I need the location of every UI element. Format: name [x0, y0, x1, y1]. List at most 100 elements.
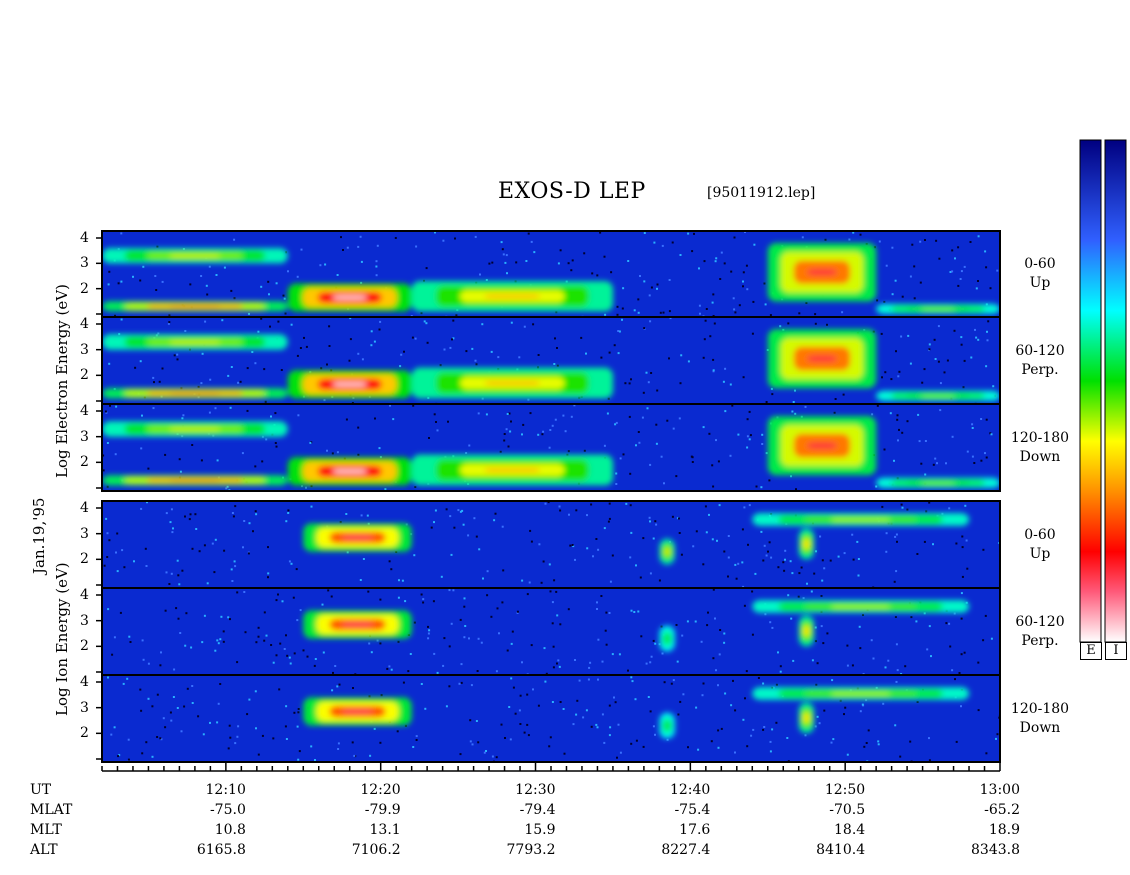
noise-dot [161, 367, 164, 370]
noise-dot [106, 485, 109, 488]
noise-dot [679, 254, 682, 256]
noise-dot [960, 270, 963, 273]
noise-dot [977, 661, 980, 664]
noise-dot [120, 280, 123, 283]
noise-dot [639, 576, 642, 579]
noise-dot [191, 702, 194, 704]
y-tick-label: 3 [80, 428, 89, 445]
noise-dot [885, 264, 888, 267]
noise-dot [420, 312, 423, 315]
axis-row-label: ALT [30, 842, 58, 858]
noise-dot [490, 615, 493, 618]
noise-dot [619, 751, 622, 754]
noise-dot [543, 647, 546, 650]
noise-dot [288, 656, 291, 659]
noise-dot [630, 531, 633, 534]
noise-dot [982, 548, 985, 551]
noise-dot [597, 548, 600, 551]
noise-dot [939, 382, 942, 385]
noise-dot [296, 619, 299, 622]
noise-dot [555, 311, 558, 314]
noise-dot [208, 265, 211, 268]
noise-dot [654, 520, 657, 523]
spectrogram-feature [168, 305, 221, 308]
noise-dot [526, 593, 529, 596]
noise-dot [822, 642, 825, 645]
noise-dot [647, 381, 650, 384]
noise-dot [469, 719, 472, 722]
noise-dot [357, 352, 360, 355]
noise-dot [647, 696, 650, 698]
noise-dot [164, 726, 167, 729]
noise-dot [635, 739, 638, 742]
noise-dot [292, 596, 295, 599]
noise-dot [616, 756, 618, 759]
noise-dot [604, 629, 607, 632]
noise-dot [775, 683, 778, 686]
noise-dot [876, 299, 879, 302]
noise-dot [476, 670, 479, 672]
noise-dot [712, 588, 715, 591]
noise-dot [485, 750, 487, 752]
noise-dot [641, 416, 644, 419]
noise-dot [267, 572, 270, 575]
noise-dot [900, 335, 903, 338]
noise-dot [261, 734, 264, 737]
noise-dot [934, 358, 937, 360]
noise-dot [948, 622, 951, 625]
noise-dot [960, 653, 963, 656]
noise-dot [182, 414, 185, 417]
axis-alt-value: 8343.8 [971, 842, 1020, 858]
noise-dot [299, 347, 302, 349]
noise-dot [661, 652, 664, 655]
noise-dot [714, 617, 716, 620]
noise-dot [510, 677, 513, 680]
noise-dot [957, 284, 960, 287]
noise-dot [574, 659, 576, 661]
noise-dot [233, 238, 236, 241]
noise-dot [305, 345, 308, 348]
noise-dot [723, 550, 726, 553]
noise-dot [795, 488, 797, 491]
noise-dot [769, 740, 772, 743]
noise-dot [751, 332, 754, 335]
noise-dot [742, 285, 744, 288]
axis-ut-value: 12:40 [669, 782, 711, 798]
noise-dot [586, 514, 588, 517]
noise-dot [257, 635, 260, 638]
noise-dot [895, 350, 897, 353]
noise-dot [815, 550, 817, 553]
noise-dot [234, 742, 237, 745]
noise-dot [452, 337, 455, 340]
noise-dot [557, 262, 560, 265]
noise-dot [859, 233, 862, 236]
noise-dot [889, 412, 892, 415]
noise-dot [528, 581, 531, 584]
noise-dot [877, 740, 880, 743]
noise-dot [392, 418, 395, 421]
noise-dot [946, 359, 949, 362]
noise-dot [938, 257, 941, 260]
noise-dot [433, 521, 435, 524]
noise-dot [687, 360, 690, 363]
noise-dot [168, 321, 171, 324]
noise-dot [621, 307, 624, 310]
noise-dot [645, 662, 648, 665]
noise-dot [401, 579, 404, 582]
noise-dot [412, 746, 415, 748]
noise-dot [798, 312, 801, 315]
noise-dot [695, 530, 698, 533]
noise-dot [246, 713, 249, 716]
y-tick-label: 3 [80, 255, 89, 272]
noise-dot [867, 729, 870, 732]
noise-dot [217, 642, 220, 645]
noise-dot [985, 752, 988, 755]
noise-dot [894, 535, 897, 538]
noise-dot [559, 701, 562, 703]
noise-dot [265, 438, 268, 441]
noise-dot [614, 701, 617, 704]
noise-dot [797, 595, 800, 598]
spectrogram-feature [332, 382, 368, 386]
noise-dot [394, 237, 397, 239]
noise-dot [286, 654, 289, 657]
